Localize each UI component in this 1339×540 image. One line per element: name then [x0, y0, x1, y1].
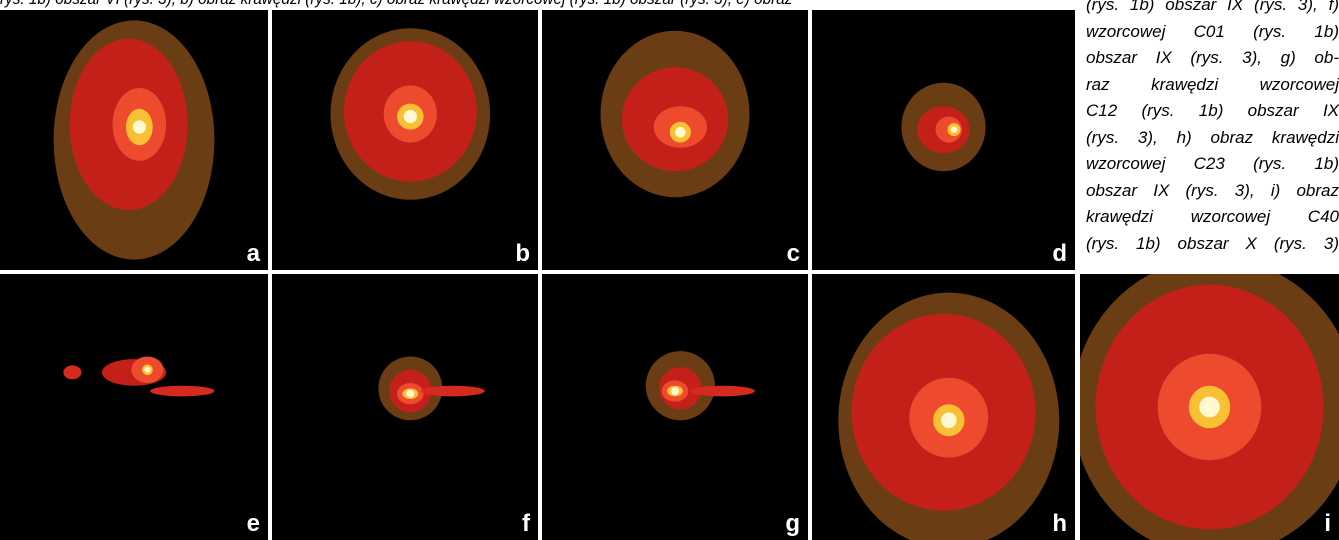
blob — [600, 30, 750, 198]
blob — [378, 356, 485, 421]
caption-line: (rys. 3), h) obraz krawędzi — [1086, 127, 1339, 147]
panel-label: a — [246, 240, 260, 267]
blob — [53, 20, 215, 260]
panel-label: i — [1324, 510, 1331, 537]
blob — [901, 82, 986, 172]
blob — [1080, 274, 1339, 540]
header-line: rys. 1b) obszar VI (rys. 3), b) obraz kr… — [0, 0, 1071, 9]
image-panel: h — [812, 274, 1075, 540]
caption-line: obszar IX (rys. 3), i) obraz — [1086, 180, 1339, 200]
image-panel: c — [542, 10, 808, 270]
panel-label: h — [1052, 510, 1067, 537]
panel-label: e — [246, 510, 260, 537]
image-panel: i — [1080, 274, 1339, 540]
caption-line: raz krawędzi wzorcowej — [1086, 74, 1339, 94]
panel-label: g — [785, 510, 800, 537]
caption-line: (rys. 1b) obszar X (rys. 3) — [1086, 233, 1339, 253]
blob — [330, 28, 491, 200]
caption-line: (rys. 1b) obszar IX (rys. 3), f) — [1086, 0, 1339, 14]
image-panel: e — [0, 274, 268, 540]
panel-label: f — [522, 510, 530, 537]
panel-label: d — [1052, 240, 1067, 267]
caption-line: obszar IX (rys. 3), g) ob- — [1086, 48, 1339, 67]
blob — [63, 356, 215, 397]
image-panel: d — [812, 10, 1075, 270]
image-panel: f — [272, 274, 538, 540]
caption-line: wzorcowej C01 (rys. 1b) — [1086, 21, 1339, 41]
blob — [645, 351, 755, 421]
panel-label: c — [786, 240, 800, 267]
blob — [838, 292, 1060, 540]
image-panel: b — [272, 10, 538, 270]
panel-label: b — [515, 240, 530, 267]
image-panel: a — [0, 10, 268, 270]
caption-line: krawędzi wzorcowej C40 — [1086, 207, 1339, 226]
caption-line: C12 (rys. 1b) obszar IX — [1086, 101, 1339, 120]
caption-line: wzorcowej C23 (rys. 1b) — [1086, 154, 1339, 173]
caption: (rys. 1b) obszar IX (rys. 3), f) wzorcowe… — [1086, 0, 1339, 257]
image-panel: g — [542, 274, 808, 540]
